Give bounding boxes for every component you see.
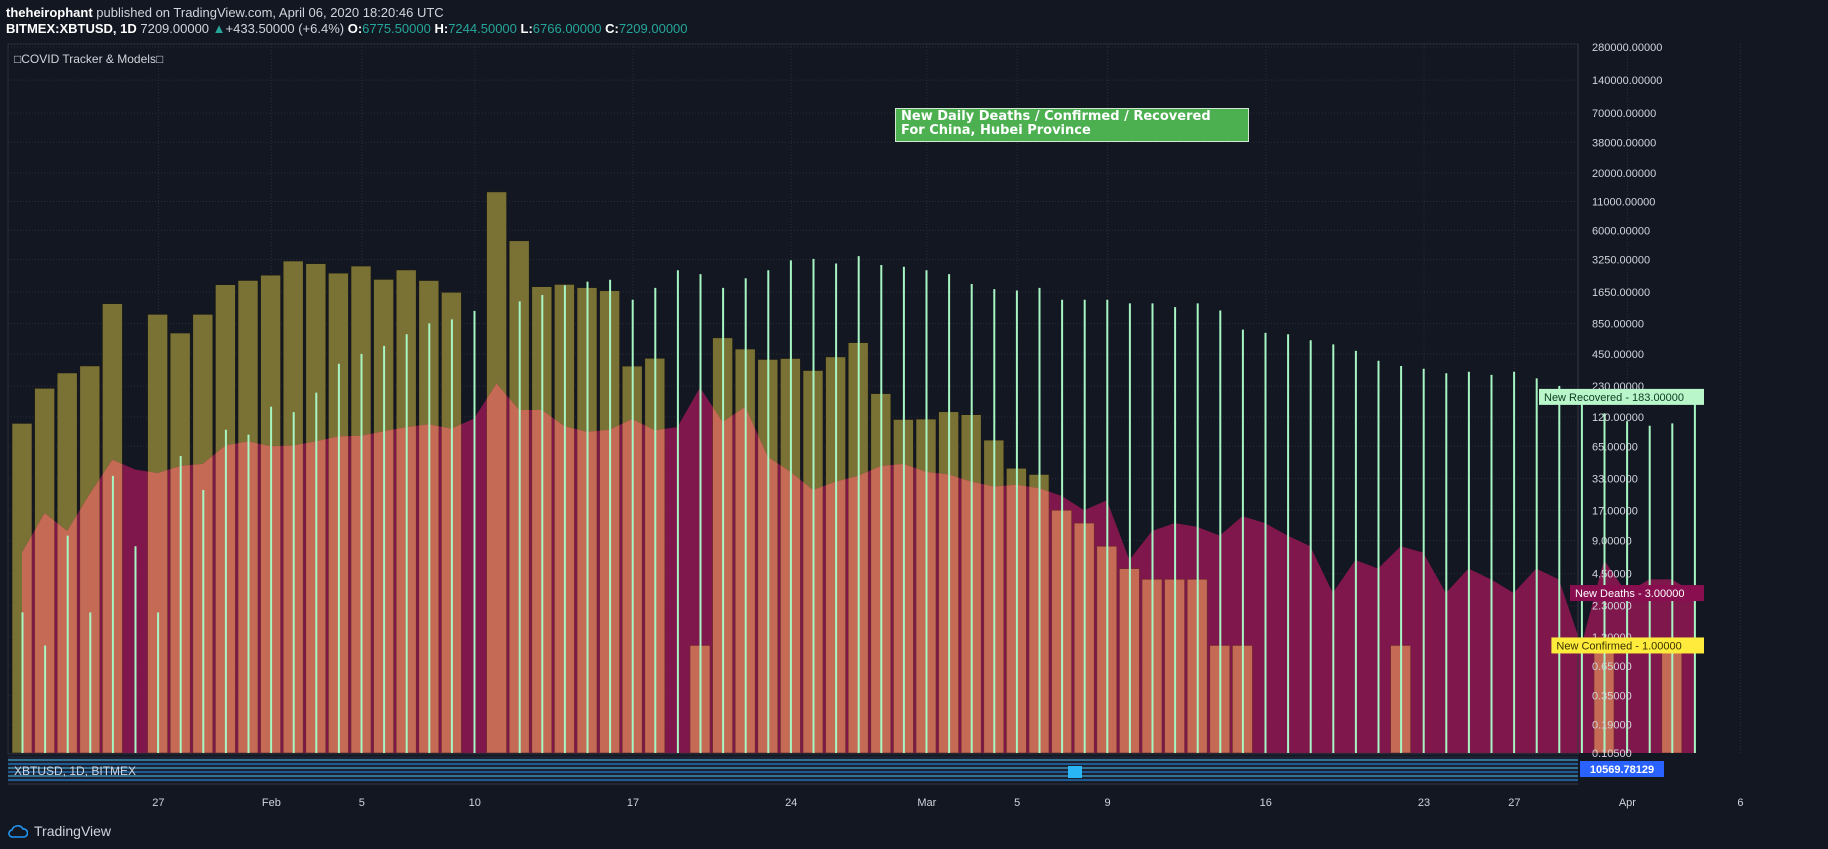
y-tick-label: 3250.00000 [1592,255,1650,267]
footer: TradingView [0,815,1828,849]
y-tick-label: 0.65000 [1592,661,1632,673]
badge-bg [1539,388,1704,405]
change-up-icon: ▲ [212,21,226,36]
price-change: +433.50000 (+6.4%) [225,21,345,36]
y-tick-label: 38000.00000 [1592,137,1656,149]
badge-text: New Recovered - 183.00000 [1544,392,1684,404]
symbol-label[interactable]: BITMEX:XBTUSD, 1D [6,21,137,36]
sub-pane-price-text: 10569.78129 [1590,764,1654,776]
badge-bg [1551,637,1704,654]
x-tick-label: 27 [152,797,164,809]
x-tick-label: Apr [1619,797,1636,809]
badge-text: New Confirmed - 1.00000 [1556,640,1681,652]
last-price: 7209.00000 [140,21,210,36]
sub-pane-marker [1068,766,1082,778]
y-tick-label: 0.35000 [1592,691,1632,703]
low-label: L: [520,21,533,36]
x-tick-label: Feb [262,797,281,809]
chart-annotation[interactable]: New Daily Deaths / Confirmed / Recovered… [895,108,1249,142]
y-tick-label: 33.00000 [1592,474,1638,486]
low-value: 6766.00000 [532,21,602,36]
y-tick-label: 65.00000 [1592,441,1638,453]
close-value: 7209.00000 [618,21,688,36]
tradingview-logo[interactable]: TradingView [8,823,111,839]
badge-new-recovered: New Recovered - 183.00000 [1539,388,1704,405]
x-tick-label: 16 [1260,797,1272,809]
y-tick-label: 120.00000 [1592,412,1644,424]
cloud-icon [8,825,28,838]
x-axis: 27 Feb 5 10 17 24 Mar 5 9 16 23 27 Apr 6 [8,783,1743,809]
badge-bg [1570,585,1704,602]
x-tick-label: 9 [1105,797,1111,809]
badge-new-confirmed: New Confirmed - 1.00000 [1551,637,1704,654]
open-label: O: [347,21,363,36]
y-tick-label: 20000.00000 [1592,168,1656,180]
x-tick-label: 23 [1418,797,1430,809]
author-name[interactable]: theheirophant [6,5,93,20]
high-label: H: [434,21,449,36]
open-value: 6775.50000 [362,21,431,36]
bar-overlap [147,383,168,753]
annotation-line-1: New Daily Deaths / Confirmed / Recovered [901,109,1211,124]
annotation-line-2: For China, Hubei Province [901,123,1091,138]
y-tick-label: 140000.00000 [1592,75,1662,87]
publish-info: published on TradingView.com, April 06, … [96,5,444,20]
y-tick-label: 11000.00000 [1592,196,1655,208]
y-tick-label: 2.30000 [1592,601,1632,613]
y-tick-label: 0.19000 [1592,720,1632,732]
chart-canvas[interactable]: 280000.00000 140000.00000 70000.00000 38000… [0,0,1828,815]
x-tick-label: 6 [1737,797,1743,809]
brand-name: TradingView [34,823,112,839]
chart-header: theheirophant published on TradingView.c… [0,0,1828,44]
x-tick-label: Mar [917,797,936,809]
bar-overlap [22,423,33,753]
sub-pane-label[interactable]: XBTUSD, 1D, BITMEX [14,764,137,778]
overlap-layer [22,383,1683,753]
x-tick-label: 24 [785,797,797,809]
indicator-title[interactable]: □COVID Tracker & Models□ [14,52,164,66]
y-tick-label: 70000.00000 [1592,108,1656,120]
y-tick-label: 4.50000 [1592,569,1632,581]
bar-overlap [486,383,507,753]
y-tick-label: 850.00000 [1592,319,1644,331]
y-tick-label: 6000.00000 [1592,225,1650,237]
close-label: C: [605,21,619,36]
badge-new-deaths: New Deaths - 3.00000 [1570,585,1704,602]
x-tick-label: 17 [627,797,639,809]
x-tick-label: 27 [1508,797,1520,809]
x-tick-label: 10 [469,797,481,809]
y-axis: 280000.00000 140000.00000 70000.00000 38000… [1577,42,1662,760]
badge-text: New Deaths - 3.00000 [1575,588,1684,600]
sub-pane: 10569.78129 [8,756,1664,782]
y-tick-label: 280000.00000 [1592,42,1662,54]
high-value: 7244.50000 [448,21,517,36]
y-tick-label: 17.00000 [1592,505,1638,517]
y-tick-label: 0.10500 [1592,748,1632,760]
series-recovered [21,256,1696,753]
ohlc-line: BITMEX:XBTUSD, 1D 7209.00000 ▲+433.50000… [6,21,688,36]
publish-line: theheirophant published on TradingView.c… [6,5,444,20]
x-tick-label: 5 [359,797,365,809]
y-tick-label: 450.00000 [1592,349,1644,361]
y-tick-label: 1650.00000 [1592,287,1650,299]
y-tick-label: 9.00000 [1592,536,1632,548]
x-tick-label: 5 [1014,797,1020,809]
sub-pane-price-badge [1580,761,1664,777]
